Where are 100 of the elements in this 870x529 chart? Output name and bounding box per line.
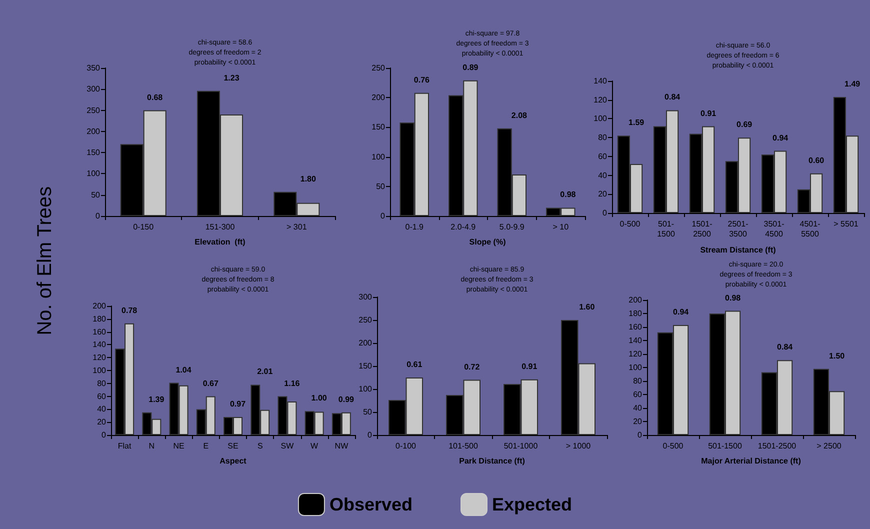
y-tick-label: 200 (92, 302, 107, 310)
annotation: 0.98 (560, 190, 576, 200)
y-tick-label: 250 (358, 316, 373, 324)
annotation: 1.16 (284, 378, 300, 388)
y-axis-title: No. of Elm Trees (34, 186, 56, 336)
x-tick-label: 101-500 (448, 442, 478, 450)
x-tick-label: > 5501 (834, 220, 859, 228)
y-tick-label: 300 (86, 84, 101, 94)
annotation: 0.94 (673, 307, 690, 316)
x-tick-label: W (310, 442, 319, 450)
x-tick-label: 1501-2500 (758, 442, 797, 450)
annotation: 0.94 (772, 133, 789, 142)
y-tick-label: 0 (96, 212, 101, 220)
y-tick-label: 80 (633, 376, 643, 386)
x-tick-label: SW (280, 442, 294, 450)
annotation: 0.67 (202, 378, 219, 388)
y-tick-label: 160 (628, 322, 643, 332)
annotation: 0.97 (230, 399, 246, 408)
annotation: 1.80 (300, 174, 316, 184)
y-tick-label: 250 (86, 106, 101, 115)
y-tick-label: 60 (97, 392, 107, 401)
y-tick-label: 150 (358, 362, 373, 370)
annotation: 1.23 (224, 73, 240, 82)
y-tick-label: 80 (598, 133, 608, 142)
y-tick-label: 100 (372, 152, 386, 162)
x-tick-label: SE (228, 442, 238, 450)
x-tick-label: N (148, 442, 155, 450)
y-tick-label: 100 (358, 384, 373, 394)
annotation: 0.98 (725, 293, 742, 302)
annotation: 0.76 (414, 75, 430, 84)
x-axis-title: Stream Distance (ft) (700, 246, 776, 254)
annotation: 0.61 (406, 360, 423, 369)
x-tick-label: 0-500 (620, 220, 641, 228)
y-tick-label: 40 (598, 170, 608, 180)
annotation: 0.72 (464, 362, 480, 372)
y-tick-label: 20 (97, 418, 107, 427)
x-tick-label: Flat (118, 442, 132, 450)
annotation: 1.04 (176, 365, 192, 374)
x-axis-title: Elevation (ft) (194, 238, 246, 246)
y-tick-label: 80 (97, 378, 107, 388)
y-tick-label: 100 (594, 114, 608, 124)
y-tick-label: 50 (376, 182, 386, 191)
y-tick-label: 250 (372, 64, 386, 72)
y-tick-label: 100 (86, 169, 101, 178)
y-tick-label: 120 (628, 350, 643, 358)
x-tick-label: S (257, 442, 263, 450)
x-tick-label: 1501- 2500 (692, 220, 713, 238)
x-tick-label: > 301 (286, 222, 308, 232)
x-tick-label: > 2500 (816, 442, 842, 450)
annotation: 0.84 (664, 92, 681, 102)
annotation: 1.00 (311, 394, 328, 403)
x-tick-label: 501-1500 (708, 442, 742, 450)
annotation: 0.91 (700, 108, 717, 118)
x-tick-label: > 1000 (566, 442, 592, 450)
annotation: 1.59 (628, 118, 645, 128)
x-tick-label: 151-300 (205, 222, 236, 232)
annotation: 1.60 (579, 302, 596, 312)
annotation: 0.68 (147, 92, 164, 102)
y-tick-label: 0 (638, 430, 643, 440)
x-axis-title: Major Arterial Distance (ft) (701, 456, 802, 466)
y-tick-label: 0 (368, 430, 373, 440)
y-tick-label: 100 (92, 366, 107, 375)
annotation: 0.84 (777, 342, 794, 352)
y-tick-label: 140 (92, 340, 107, 350)
y-tick-label: 100 (628, 363, 643, 372)
x-tick-label: NE (173, 442, 184, 450)
x-axis-title: Park Distance (ft) (459, 456, 526, 466)
legend-label: Observed (329, 494, 413, 514)
x-axis-title: Slope (%) (469, 238, 506, 246)
y-tick-label: 160 (92, 327, 107, 336)
x-tick-label: 0-500 (662, 442, 684, 450)
y-tick-label: 140 (594, 76, 608, 86)
x-tick-label: 2.0-4.9 (450, 222, 476, 232)
y-tick-label: 120 (594, 95, 608, 104)
y-tick-label: 200 (628, 296, 643, 304)
y-tick-label: 350 (86, 64, 101, 72)
x-tick-label: 2501- 3500 (728, 220, 749, 238)
x-tick-label: E (203, 442, 209, 450)
y-tick-label: 0 (380, 212, 386, 220)
y-tick-label: 200 (358, 338, 373, 348)
y-tick-label: 150 (86, 148, 101, 158)
annotation: 0.89 (462, 62, 479, 72)
y-tick-label: 300 (358, 292, 373, 302)
x-tick-label: > 10 (552, 222, 570, 232)
x-tick-label: 4501- 5500 (800, 220, 821, 238)
y-tick-label: 180 (92, 314, 107, 324)
x-tick-label: 501- 1500 (657, 220, 676, 238)
y-tick-label: 50 (91, 190, 101, 200)
annotation: 1.39 (148, 394, 165, 404)
x-tick-label: 501-1000 (504, 442, 538, 450)
y-tick-label: 0 (602, 208, 608, 218)
annotation: 1.49 (844, 80, 861, 89)
annotation: 1.50 (829, 351, 846, 360)
annotation: 2.08 (511, 110, 528, 120)
annotation: 0.99 (338, 394, 355, 404)
x-tick-label: 0-1.9 (405, 222, 424, 232)
y-tick-label: 60 (598, 152, 608, 161)
x-tick-label: 3501- 4500 (764, 220, 785, 238)
x-tick-label: 0-150 (133, 222, 154, 232)
annotation: 0.78 (122, 306, 138, 315)
